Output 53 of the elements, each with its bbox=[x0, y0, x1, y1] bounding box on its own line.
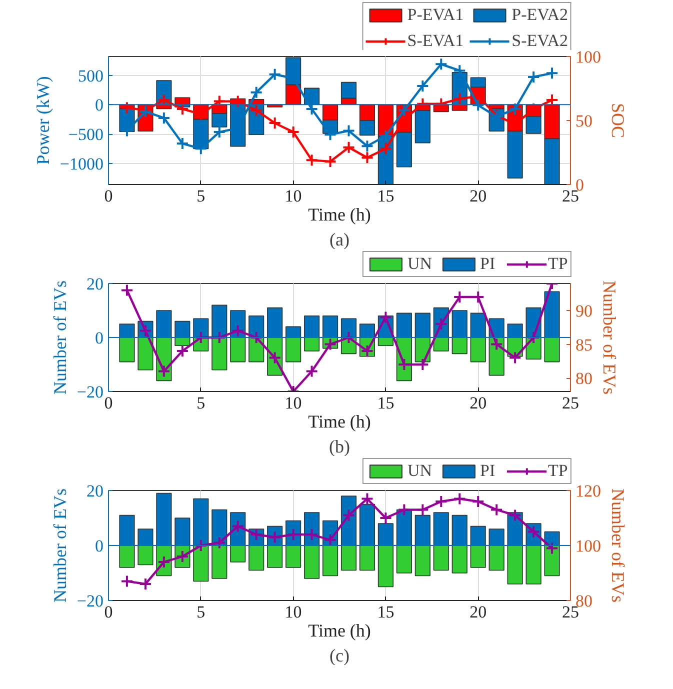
y-axis-title: Number of EVs bbox=[50, 488, 70, 602]
y-axis-title: Power (kW) bbox=[32, 76, 53, 165]
y-tick-label: 0 bbox=[95, 536, 104, 556]
y-tick-label: −1000 bbox=[60, 154, 104, 174]
y2-axis-title: Number of EVs bbox=[608, 488, 628, 602]
legend-label: S-EVA2 bbox=[512, 31, 568, 51]
legend-label: PI bbox=[480, 461, 496, 481]
x-tick-label: 20 bbox=[470, 186, 487, 206]
x-tick-label: 25 bbox=[562, 394, 579, 412]
text: (b) bbox=[329, 436, 350, 456]
y2-tick-label: 100 bbox=[576, 536, 601, 556]
y-tick-label: −500 bbox=[68, 125, 104, 144]
x-tick-label: 20 bbox=[470, 602, 487, 622]
x-tick-label: 10 bbox=[284, 186, 302, 206]
y2-tick-label: 80 bbox=[576, 592, 592, 610]
x-tick-label: 10 bbox=[284, 602, 302, 622]
x-tick-label: 5 bbox=[196, 186, 206, 206]
y-tick-label: 0 bbox=[95, 96, 104, 115]
x-tick-label: 10 bbox=[284, 394, 302, 412]
x-tick-label: 5 bbox=[196, 394, 206, 412]
x-tick-label: 5 bbox=[196, 602, 206, 622]
x-axis-title: Time (h) bbox=[308, 620, 371, 640]
legend-label: UN bbox=[407, 461, 432, 481]
text: (c) bbox=[330, 646, 350, 666]
x-axis-title: Time (h) bbox=[308, 204, 371, 224]
y-axis-title: Number of EVs bbox=[50, 280, 70, 394]
y-tick-label: −20 bbox=[76, 592, 104, 610]
legend-label: UN bbox=[407, 254, 432, 274]
y2-tick-label: 120 bbox=[576, 482, 601, 500]
y2-axis-title: SOC bbox=[608, 102, 628, 138]
y2-tick-label: 50 bbox=[576, 112, 592, 130]
legend-label: P-EVA2 bbox=[512, 5, 568, 25]
y2-axis-title: Number of EVs bbox=[600, 280, 620, 394]
y-tick-label: 20 bbox=[86, 482, 104, 500]
y-tick-label: −20 bbox=[76, 382, 104, 402]
x-tick-label: 20 bbox=[470, 394, 487, 412]
y2-tick-label: 85 bbox=[576, 335, 592, 354]
x-tick-label: 15 bbox=[377, 394, 394, 412]
y2-tick-label: 100 bbox=[576, 48, 601, 66]
y-tick-label: 500 bbox=[78, 66, 104, 86]
y2-tick-label: 90 bbox=[576, 302, 592, 320]
legend-label: S-EVA1 bbox=[407, 31, 464, 51]
y-tick-label: 0 bbox=[95, 328, 104, 348]
x-tick-label: 15 bbox=[377, 602, 394, 622]
legend-label: TP bbox=[548, 254, 568, 274]
legend-label: P-EVA1 bbox=[407, 5, 464, 25]
legend-label: PI bbox=[480, 254, 496, 274]
text: (a) bbox=[330, 230, 350, 250]
y2-tick-label: 80 bbox=[576, 369, 592, 388]
x-tick-label: 15 bbox=[377, 186, 394, 206]
y-tick-label: 20 bbox=[86, 274, 104, 294]
legend-label: TP bbox=[548, 461, 568, 481]
x-axis-title: Time (h) bbox=[308, 412, 371, 432]
